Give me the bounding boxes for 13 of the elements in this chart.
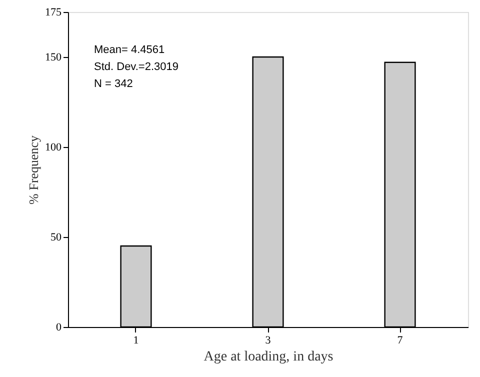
x-axis-title: Age at loading, in days <box>204 350 334 364</box>
y-tick-label: 175 <box>45 6 62 18</box>
y-tick-label: 100 <box>45 142 62 154</box>
x-tick-label: 3 <box>265 334 272 346</box>
annotation: Std. Dev.=2.3019 <box>94 61 178 73</box>
x-tick-label: 1 <box>133 334 139 346</box>
y-axis-title: % Frequency <box>26 135 41 204</box>
y-tick-label: 150 <box>45 52 62 64</box>
annotation: N = 342 <box>94 78 133 90</box>
y-tick-label: 0 <box>56 322 62 334</box>
y-tick-label: 50 <box>50 232 62 244</box>
annotation: Mean= 4.4561 <box>94 44 165 56</box>
x-tick-label: 7 <box>397 334 404 346</box>
